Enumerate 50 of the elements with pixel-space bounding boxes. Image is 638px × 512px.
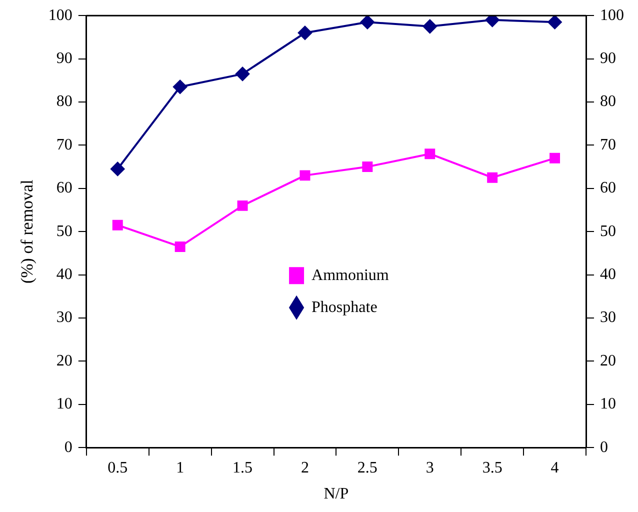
- point: [300, 170, 310, 181]
- legend-label: Phosphate: [312, 298, 378, 316]
- y-tick-label: 30: [56, 309, 72, 326]
- point: [422, 19, 437, 34]
- x-tick-label: 4: [550, 459, 559, 476]
- y2-tick-label: 40: [600, 266, 616, 284]
- point: [173, 80, 188, 94]
- y2-tick-label: 30: [600, 309, 616, 326]
- y-tick-label: 100: [48, 6, 72, 24]
- point: [298, 26, 312, 40]
- y-tick-label: 70: [56, 136, 72, 154]
- y-tick-label: 50: [56, 222, 72, 240]
- point: [360, 16, 374, 30]
- y2-tick-label: 60: [600, 180, 616, 197]
- y-tick-label: 90: [56, 50, 72, 68]
- y-axis-title: (%) of removal: [18, 179, 37, 284]
- y2-tick-label: 90: [600, 50, 616, 68]
- point: [550, 152, 560, 164]
- y-tick-label: 10: [56, 396, 72, 413]
- point: [174, 241, 186, 252]
- y2-tick-label: 10: [600, 396, 616, 413]
- x-tick-label: 1.5: [232, 459, 253, 476]
- y2-tick-label: 50: [600, 222, 616, 240]
- point: [362, 162, 373, 172]
- x-tick-label: 1: [176, 459, 184, 476]
- point: [110, 162, 125, 176]
- x-tick-label: 2.5: [357, 459, 378, 476]
- point: [112, 220, 123, 230]
- y-tick-label: 60: [56, 180, 72, 197]
- y2-tick-label: 0: [600, 438, 608, 456]
- y-tick-label: 40: [56, 266, 72, 284]
- point: [237, 200, 248, 211]
- point: [548, 16, 562, 30]
- y2-tick-label: 80: [600, 93, 616, 110]
- x-tick-label: 0.5: [108, 459, 128, 476]
- y2-tick-label: 100: [600, 6, 624, 24]
- y2-tick-label: 20: [600, 352, 616, 370]
- y2-tick-label: 70: [600, 136, 616, 154]
- y-tick-label: 0: [64, 438, 72, 456]
- point: [236, 66, 250, 81]
- x-tick-label: 3: [426, 459, 434, 476]
- x-tick-label: 3.5: [482, 459, 502, 476]
- y-tick-label: 20: [56, 352, 72, 370]
- legend-label: Ammonium: [312, 266, 390, 284]
- point: [424, 148, 436, 160]
- x-tick-label: 2: [300, 459, 309, 476]
- y-tick-label: 80: [56, 93, 72, 110]
- point: [485, 16, 500, 27]
- point: [487, 172, 498, 183]
- x-axis-title: N/P: [324, 486, 349, 503]
